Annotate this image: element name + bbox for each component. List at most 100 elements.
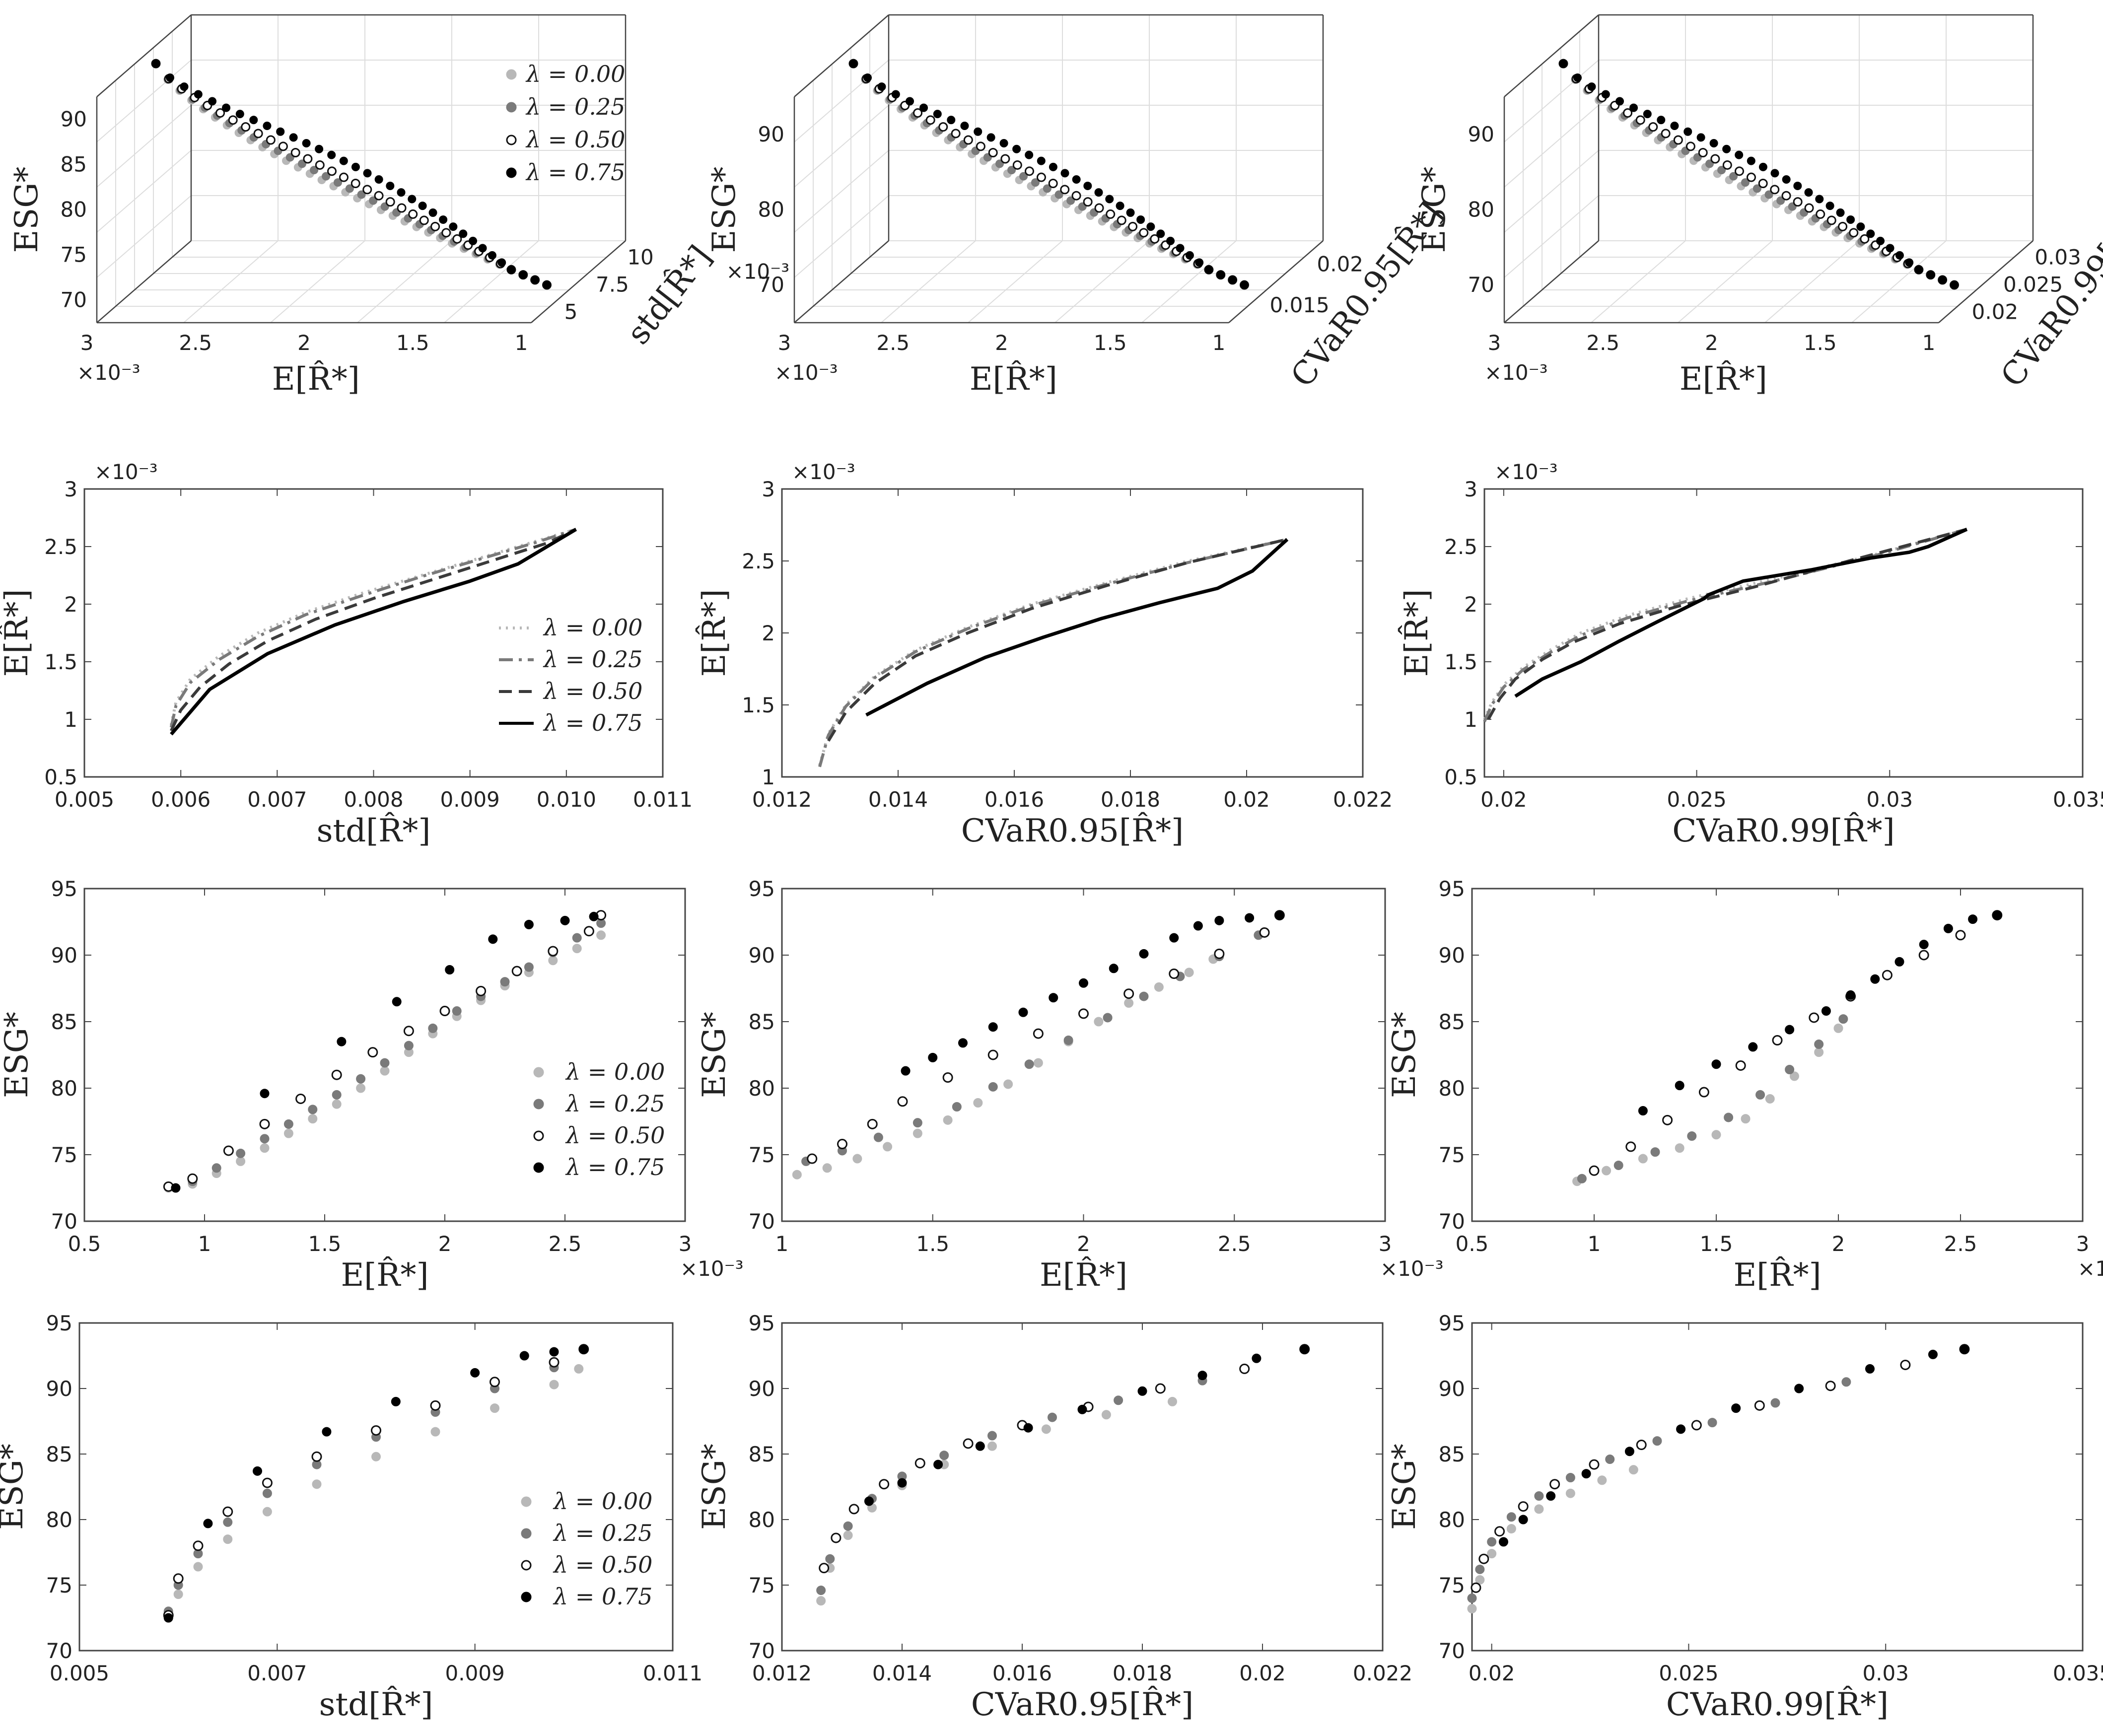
data-point <box>1487 1549 1497 1559</box>
data-point <box>1846 990 1856 1000</box>
data-point <box>1754 1400 1765 1411</box>
data-point <box>1886 244 1894 253</box>
data-point <box>1559 59 1568 68</box>
data-point <box>1197 1371 1207 1381</box>
legend-marker-swatch <box>506 102 517 113</box>
data-point <box>1650 1147 1660 1157</box>
y-axis-label: ESG* <box>1386 1012 1423 1098</box>
series-line <box>827 538 1288 742</box>
series-0 <box>1572 1023 1843 1186</box>
z-axis-label: ESG* <box>8 167 45 253</box>
data-point <box>1882 970 1893 980</box>
x-axis-label: CVaR0.99[R̂*] <box>1672 812 1894 849</box>
data-point <box>572 944 582 954</box>
data-point <box>404 1041 414 1050</box>
y-tick-label: 5 <box>564 300 578 324</box>
data-point <box>1012 160 1022 170</box>
data-point <box>260 1089 270 1099</box>
y-tick-label: 3 <box>64 477 77 501</box>
y-tick-label: 95 <box>51 877 77 901</box>
data-point <box>1707 1418 1717 1428</box>
x-tick-label: 2 <box>995 331 1008 355</box>
y-tick-label: 1 <box>1464 707 1477 732</box>
data-point <box>1094 1017 1104 1027</box>
series-line <box>169 528 577 728</box>
y-tick-label: 0.5 <box>1444 765 1477 789</box>
x-axis-label: E[R̂*] <box>1040 1256 1127 1294</box>
data-point <box>816 1586 826 1596</box>
data-point <box>1033 1058 1043 1068</box>
legend-entry: λ = 0.00 <box>553 1488 652 1515</box>
legend-marker-swatch <box>506 135 517 145</box>
y-tick-label: 70 <box>51 1209 77 1234</box>
data-point <box>1103 1013 1113 1023</box>
data-point <box>1635 115 1645 125</box>
z-axis-label: ESG* <box>1416 167 1453 253</box>
x-tick-label: 0.005 <box>50 1661 109 1685</box>
data-point <box>260 1134 270 1144</box>
data-point <box>1025 150 1034 159</box>
legend-entry: λ = 0.00 <box>565 1058 665 1085</box>
data-point <box>976 141 985 151</box>
data-point <box>831 1532 841 1543</box>
grid-line <box>1591 240 1686 323</box>
data-point <box>350 179 360 189</box>
data-point <box>1781 191 1791 201</box>
y-tick-label: 2 <box>762 621 775 645</box>
chart-line_cvar95: 0.012 0.014 0.016 0.018 0.02 0.022 1 1.5 2 2.5 3 CV… <box>696 460 1393 849</box>
data-point <box>1731 1403 1741 1413</box>
x-tick-label: 3 <box>1379 1232 1392 1256</box>
data-point <box>1928 1349 1938 1359</box>
y-tick-label: 90 <box>749 943 775 968</box>
data-point <box>1914 265 1923 274</box>
box-edge <box>794 14 889 97</box>
data-point <box>1662 1114 1673 1125</box>
data-point <box>1018 1007 1028 1017</box>
series-3 <box>163 1344 589 1623</box>
data-point <box>187 1173 198 1184</box>
data-point <box>374 175 383 184</box>
x-tick-label: 0.018 <box>1113 1661 1172 1685</box>
series-0 <box>816 1396 1177 1606</box>
series-line <box>865 538 1289 717</box>
x-tick-label: 0.016 <box>992 1661 1052 1685</box>
x-axis-multiplier: ×10⁻³ <box>2078 1256 2103 1281</box>
data-point <box>1711 1059 1721 1069</box>
data-point <box>1204 265 1213 274</box>
data-point <box>1770 185 1780 195</box>
data-point <box>367 1047 378 1058</box>
x-tick-label: 1.5 <box>1094 331 1127 355</box>
data-point <box>548 956 558 966</box>
legend-entry: λ = 0.25 <box>565 1090 665 1117</box>
data-point <box>1741 178 1750 187</box>
data-point <box>478 244 487 253</box>
data-point <box>311 1451 322 1462</box>
y-tick-label: 80 <box>46 1508 72 1532</box>
data-point <box>151 59 160 68</box>
data-point <box>1765 1094 1775 1104</box>
y-tick-label: 2 <box>1464 592 1477 617</box>
data-point <box>193 1562 203 1572</box>
data-point <box>816 1596 826 1606</box>
series-2 <box>1471 1344 1970 1593</box>
series-1 <box>818 538 1288 767</box>
series-2 <box>827 538 1288 742</box>
data-point <box>1747 156 1755 165</box>
z-tick-label: 90 <box>61 107 87 132</box>
legend-marker-swatch <box>533 1130 544 1141</box>
z-tick-label: 70 <box>1468 273 1494 297</box>
x-axis-label: E[R̂*] <box>1734 1256 1822 1294</box>
data-point <box>1895 251 1904 260</box>
data-point <box>289 133 298 142</box>
x-tick-label: 1 <box>198 1232 211 1256</box>
data-point <box>1629 103 1638 112</box>
grid-line <box>444 240 539 323</box>
data-point <box>1114 1395 1123 1405</box>
data-point <box>327 150 336 159</box>
data-point <box>1117 215 1126 225</box>
data-point <box>327 166 337 176</box>
data-point <box>476 985 487 996</box>
